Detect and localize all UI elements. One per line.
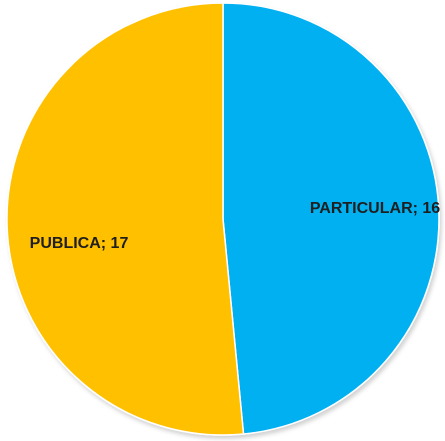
data-label-publica: PUBLICA; 17 bbox=[30, 235, 129, 252]
pie-slices bbox=[6, 2, 440, 436]
pie-slice-particular bbox=[222, 2, 440, 435]
pie-labels: PARTICULAR; 16 PUBLICA; 17 bbox=[30, 200, 441, 252]
data-label-particular: PARTICULAR; 16 bbox=[310, 200, 440, 217]
pie-slice-publica bbox=[6, 2, 245, 436]
